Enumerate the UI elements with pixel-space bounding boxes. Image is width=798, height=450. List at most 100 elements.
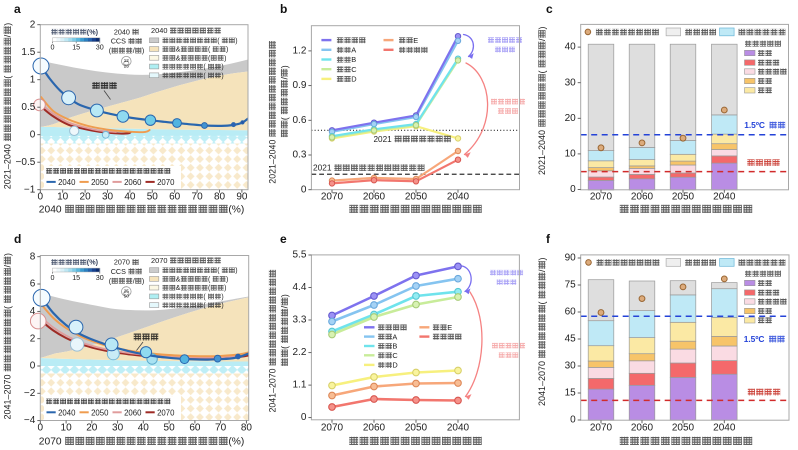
svg-text:): ) <box>221 73 223 80</box>
svg-text:2040: 2040 <box>713 423 736 434</box>
svg-text:&: & <box>176 47 181 54</box>
svg-text:0: 0 <box>30 129 36 140</box>
svg-text:): ) <box>235 268 237 275</box>
svg-text:(: ( <box>203 294 206 301</box>
svg-text:2060: 2060 <box>124 408 142 417</box>
svg-text:): ) <box>221 64 223 71</box>
svg-text:6: 6 <box>30 279 36 290</box>
svg-text:D: D <box>351 75 356 84</box>
svg-text:D: D <box>392 361 397 370</box>
svg-text:): ) <box>142 276 144 285</box>
svg-text:15: 15 <box>72 43 80 52</box>
svg-text:(: ( <box>217 38 220 45</box>
svg-text:90: 90 <box>236 192 248 203</box>
svg-text:2050: 2050 <box>91 408 109 417</box>
svg-text:): ) <box>226 276 228 283</box>
svg-text:2070: 2070 <box>39 437 62 448</box>
svg-text:): ) <box>280 65 290 68</box>
svg-text:/: / <box>280 305 290 308</box>
svg-text:2050: 2050 <box>91 178 109 187</box>
svg-text:2040: 2040 <box>58 408 76 417</box>
svg-text:B: B <box>351 55 356 64</box>
svg-text:): ) <box>226 47 228 54</box>
svg-text:1.5ºC: 1.5ºC <box>744 334 765 344</box>
svg-text:20: 20 <box>565 113 577 124</box>
svg-text:): ) <box>224 285 226 292</box>
svg-text:2040: 2040 <box>39 205 62 216</box>
svg-text:2050: 2050 <box>672 423 695 434</box>
svg-text:E: E <box>413 36 418 45</box>
svg-text:2050: 2050 <box>672 192 695 203</box>
svg-text:2040: 2040 <box>447 192 470 203</box>
svg-text:2060: 2060 <box>363 192 386 203</box>
svg-text:8: 8 <box>30 251 36 262</box>
svg-text:1.1: 1.1 <box>292 380 306 391</box>
svg-text:1.5: 1.5 <box>21 47 35 58</box>
svg-text:CCS: CCS <box>111 267 126 276</box>
svg-text:/: / <box>133 276 135 285</box>
svg-text:): ) <box>224 55 226 62</box>
svg-text:50: 50 <box>147 192 159 203</box>
svg-text:1: 1 <box>30 74 36 85</box>
svg-text:0.6: 0.6 <box>292 115 306 126</box>
svg-text:(: ( <box>537 71 547 74</box>
svg-text:e: e <box>280 232 287 246</box>
svg-text:&: & <box>176 285 181 292</box>
svg-text:20: 20 <box>80 192 92 203</box>
svg-text:3.3: 3.3 <box>292 315 306 326</box>
svg-text:80: 80 <box>214 192 226 203</box>
svg-text:2040: 2040 <box>58 178 76 187</box>
svg-text:2021: 2021 <box>374 135 393 144</box>
svg-text:0: 0 <box>51 273 55 282</box>
svg-text:): ) <box>3 23 13 26</box>
svg-text:): ) <box>3 253 13 256</box>
svg-text:): ) <box>280 294 290 297</box>
svg-text:c: c <box>546 2 553 16</box>
svg-text:): ) <box>537 27 547 30</box>
svg-text:2021–2040: 2021–2040 <box>537 130 547 175</box>
svg-text:2070: 2070 <box>157 408 175 417</box>
svg-text:): ) <box>221 303 223 310</box>
svg-text:0: 0 <box>570 415 576 426</box>
svg-text:2070: 2070 <box>157 178 175 187</box>
svg-text:): ) <box>221 294 223 301</box>
svg-text:30: 30 <box>565 77 577 88</box>
svg-text:0: 0 <box>38 192 44 203</box>
svg-text:2021: 2021 <box>313 163 332 173</box>
svg-text:2021–2040: 2021–2040 <box>268 140 278 184</box>
svg-text:(: ( <box>217 268 220 275</box>
svg-text:15: 15 <box>565 388 577 399</box>
svg-text:2040: 2040 <box>713 192 736 203</box>
svg-text:2070: 2070 <box>590 192 613 203</box>
svg-text:1.2: 1.2 <box>292 46 306 57</box>
svg-text:(: ( <box>109 46 112 55</box>
svg-text:40: 40 <box>124 192 136 203</box>
svg-text:12: 12 <box>124 58 130 63</box>
svg-text:50: 50 <box>164 423 176 434</box>
svg-text:C: C <box>392 351 398 360</box>
svg-text:−1: −1 <box>24 184 36 195</box>
svg-text:70: 70 <box>192 192 204 203</box>
svg-text:30: 30 <box>102 192 114 203</box>
svg-text:2060: 2060 <box>124 178 142 187</box>
svg-text:5.5: 5.5 <box>292 250 306 261</box>
svg-text:10: 10 <box>61 423 73 434</box>
svg-text:60: 60 <box>189 423 201 434</box>
svg-text:10: 10 <box>565 149 577 160</box>
svg-text:0: 0 <box>38 423 44 434</box>
svg-text:A: A <box>351 46 356 55</box>
svg-text:): ) <box>142 46 144 55</box>
svg-text:b: b <box>280 2 287 16</box>
svg-text:(%): (%) <box>228 437 244 448</box>
svg-text:2021–2040: 2021–2040 <box>3 144 13 189</box>
svg-text:2041–2070: 2041–2070 <box>537 361 547 406</box>
svg-text:80: 80 <box>241 423 253 434</box>
svg-text:2050: 2050 <box>405 192 428 203</box>
svg-text:90: 90 <box>565 253 577 264</box>
svg-text:0: 0 <box>51 43 55 52</box>
svg-text:C: C <box>351 65 357 74</box>
svg-text:(: ( <box>203 73 206 80</box>
svg-text:2.2: 2.2 <box>292 347 306 358</box>
svg-text:(: ( <box>203 64 206 71</box>
svg-text:(: ( <box>208 285 211 292</box>
